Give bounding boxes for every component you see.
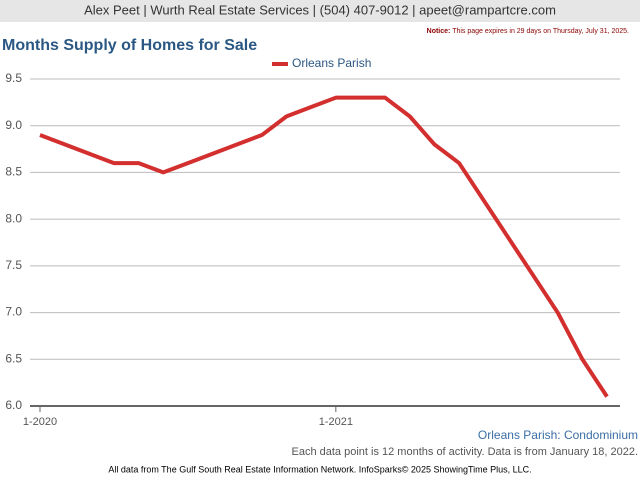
notice-label: Notice:	[427, 28, 451, 35]
chart-subtitle: Orleans Parish: Condominium	[478, 428, 638, 442]
legend-label: Orleans Parish	[292, 56, 371, 70]
footer: All data from The Gulf South Real Estate…	[108, 464, 531, 474]
notice: Notice: This page expires in 29 days on …	[427, 28, 629, 35]
y-tick-label: 6.0	[5, 398, 22, 412]
line	[39, 95, 609, 398]
x-tick-label: 1-2020	[23, 416, 57, 428]
header-text: Alex Peet | Wurth Real Estate Services |…	[84, 2, 556, 17]
header-bar	[0, 0, 640, 22]
y-tick-label: 7.5	[5, 258, 22, 272]
y-tick-label: 6.5	[5, 351, 22, 365]
chart-note: Each data point is 12 months of activity…	[292, 446, 638, 458]
y-tick-label: 8.5	[5, 165, 22, 179]
notice-text: This page expires in 29 days on Thursday…	[452, 28, 629, 35]
y-tick-label: 9.0	[5, 118, 22, 132]
x-tick-label: 1-2021	[319, 416, 353, 428]
chart-title: Months Supply of Homes for Sale	[2, 37, 257, 54]
y-tick-label: 9.5	[5, 71, 22, 85]
y-tick-label: 7.0	[5, 305, 22, 319]
y-tick-label: 8.0	[5, 211, 22, 225]
